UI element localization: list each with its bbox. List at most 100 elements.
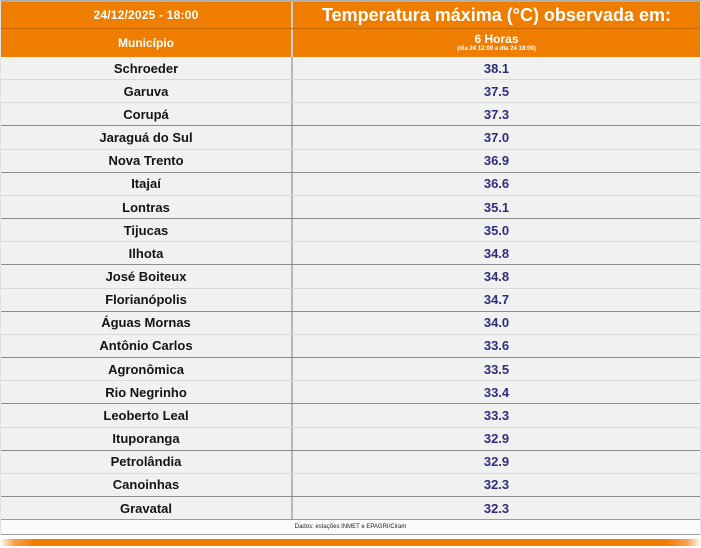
temperature-cell: 33.3 bbox=[293, 404, 700, 426]
temperature-table: 24/12/2025 - 18:00 Temperatura máxima (°… bbox=[0, 0, 701, 535]
temperature-value: 33.5 bbox=[483, 361, 510, 377]
table-row: Garuva 37.5 bbox=[1, 80, 700, 104]
municipality-cell: Leoberto Leal bbox=[1, 404, 293, 427]
municipality-cell: Gravatal bbox=[1, 496, 293, 520]
municipality-column-header: Município bbox=[1, 29, 293, 57]
municipality-name: Ituporanga bbox=[112, 431, 180, 447]
table-row: Schroeder 38.1 bbox=[1, 57, 700, 81]
municipality-cell: Jaraguá do Sul bbox=[1, 126, 293, 149]
table-row: Nova Trento 36.9 bbox=[1, 149, 700, 173]
municipality-cell: Petrolândia bbox=[1, 450, 293, 473]
municipality-name: Gravatal bbox=[119, 500, 173, 516]
temperature-value: 32.9 bbox=[483, 454, 510, 470]
municipality-name: Florianópolis bbox=[105, 292, 187, 308]
table-row: Corupá 37.3 bbox=[1, 103, 700, 127]
bottom-accent-bar bbox=[0, 539, 701, 546]
municipality-name: Canoinhas bbox=[112, 477, 180, 493]
temperature-cell: 33.5 bbox=[293, 358, 700, 380]
table-row: Petrolândia 32.9 bbox=[1, 450, 700, 474]
municipality-name: Tijucas bbox=[123, 222, 169, 238]
temperature-cell: 33.6 bbox=[293, 335, 700, 357]
municipality-cell: Canoinhas bbox=[1, 473, 293, 496]
municipality-cell: Nova Trento bbox=[1, 149, 293, 172]
table-row: Leoberto Leal 33.3 bbox=[1, 404, 700, 428]
municipality-name: Nova Trento bbox=[108, 153, 184, 169]
municipality-cell: Agronômica bbox=[1, 358, 293, 381]
temperature-value: 32.3 bbox=[483, 477, 510, 493]
period-column-subtitle: (dia 24 12:00 a dia 24 18:00) bbox=[457, 46, 536, 52]
municipality-cell: Tijucas bbox=[1, 219, 293, 242]
page-title: Temperatura máxima (°C) observada em: bbox=[322, 4, 671, 25]
municipality-name: Itajaí bbox=[131, 176, 161, 192]
temperature-value: 33.4 bbox=[483, 384, 510, 400]
temperature-cell: 34.7 bbox=[293, 289, 700, 311]
municipality-name: Garuva bbox=[123, 83, 169, 99]
table-row: Florianópolis 34.7 bbox=[1, 288, 700, 312]
temperature-value: 33.6 bbox=[483, 338, 510, 354]
data-source-note: Dados: estações INMET e EPAGRI/Ciram bbox=[294, 524, 407, 530]
table-row: Tijucas 35.0 bbox=[1, 219, 700, 243]
temperature-cell: 35.0 bbox=[293, 219, 700, 241]
table-header-row: 24/12/2025 - 18:00 Temperatura máxima (°… bbox=[1, 2, 700, 29]
municipality-name: Schroeder bbox=[113, 60, 179, 76]
temperature-cell: 36.6 bbox=[293, 173, 700, 195]
table-row: Águas Mornas 34.0 bbox=[1, 311, 700, 335]
municipality-cell: Rio Negrinho bbox=[1, 381, 293, 404]
temperature-value: 35.0 bbox=[483, 222, 510, 238]
temperature-cell: 32.9 bbox=[293, 428, 700, 450]
municipality-cell: Ituporanga bbox=[1, 427, 293, 450]
temperature-cell: 33.4 bbox=[293, 381, 700, 403]
temperature-cell: 32.9 bbox=[293, 451, 700, 473]
temperature-value: 37.3 bbox=[483, 106, 510, 122]
header-datetime-cell: 24/12/2025 - 18:00 bbox=[1, 2, 293, 28]
temperature-cell: 37.3 bbox=[293, 103, 700, 125]
header-title-cell: Temperatura máxima (°C) observada em: bbox=[293, 2, 700, 28]
municipality-name: Rio Negrinho bbox=[105, 384, 187, 400]
table-row: Lontras 35.1 bbox=[1, 195, 700, 220]
municipality-cell: José Boiteux bbox=[1, 265, 293, 288]
municipality-name: Ilhota bbox=[128, 245, 164, 261]
temperature-cell: 38.1 bbox=[293, 57, 700, 79]
temperature-cell: 35.1 bbox=[293, 196, 700, 218]
datetime-label: 24/12/2025 - 18:00 bbox=[93, 8, 199, 22]
municipality-name: Jaraguá do Sul bbox=[99, 130, 193, 146]
temperature-cell: 34.0 bbox=[293, 312, 700, 334]
temperature-value: 35.1 bbox=[483, 199, 510, 215]
municipality-column-label: Município bbox=[118, 36, 174, 50]
municipality-name: Corupá bbox=[123, 106, 169, 122]
municipality-name: Lontras bbox=[122, 199, 170, 215]
temperature-cell: 36.9 bbox=[293, 150, 700, 172]
municipality-cell: Florianópolis bbox=[1, 288, 293, 311]
temperature-value: 38.1 bbox=[483, 60, 510, 76]
temperature-value: 32.9 bbox=[483, 431, 510, 447]
temperature-cell: 37.0 bbox=[293, 126, 700, 148]
temperature-cell: 34.8 bbox=[293, 265, 700, 287]
municipality-cell: Antônio Carlos bbox=[1, 334, 293, 358]
temperature-cell: 34.8 bbox=[293, 242, 700, 264]
table-row: Antônio Carlos 33.6 bbox=[1, 334, 700, 359]
table-row: Gravatal 32.3 bbox=[1, 496, 700, 521]
table-row: Jaraguá do Sul 37.0 bbox=[1, 126, 700, 150]
municipality-cell: Garuva bbox=[1, 80, 293, 103]
table-row: Canoinhas 32.3 bbox=[1, 473, 700, 497]
temperature-value: 37.5 bbox=[483, 83, 510, 99]
table-row: Itajaí 36.6 bbox=[1, 172, 700, 196]
municipality-cell: Itajaí bbox=[1, 172, 293, 195]
table-row: Rio Negrinho 33.4 bbox=[1, 381, 700, 405]
temperature-value: 37.0 bbox=[483, 130, 510, 146]
municipality-name: Águas Mornas bbox=[101, 315, 191, 331]
table-body: Schroeder 38.1 Garuva 37.5 Corupá 37.3 J… bbox=[1, 57, 700, 521]
table-row: Ilhota 34.8 bbox=[1, 242, 700, 266]
table-row: José Boiteux 34.8 bbox=[1, 265, 700, 289]
temperature-value: 34.8 bbox=[483, 268, 510, 284]
table-subheader-row: Município 6 Horas (dia 24 12:00 a dia 24… bbox=[1, 29, 700, 57]
period-column-label: 6 Horas bbox=[474, 32, 519, 47]
temperature-value: 34.7 bbox=[483, 292, 510, 308]
temperature-value: 33.3 bbox=[483, 407, 510, 423]
municipality-name: Agronômica bbox=[108, 361, 184, 377]
municipality-name: Antônio Carlos bbox=[99, 338, 193, 354]
municipality-cell: Ilhota bbox=[1, 242, 293, 265]
temperature-value: 34.0 bbox=[483, 315, 510, 331]
municipality-name: José Boiteux bbox=[105, 268, 187, 284]
